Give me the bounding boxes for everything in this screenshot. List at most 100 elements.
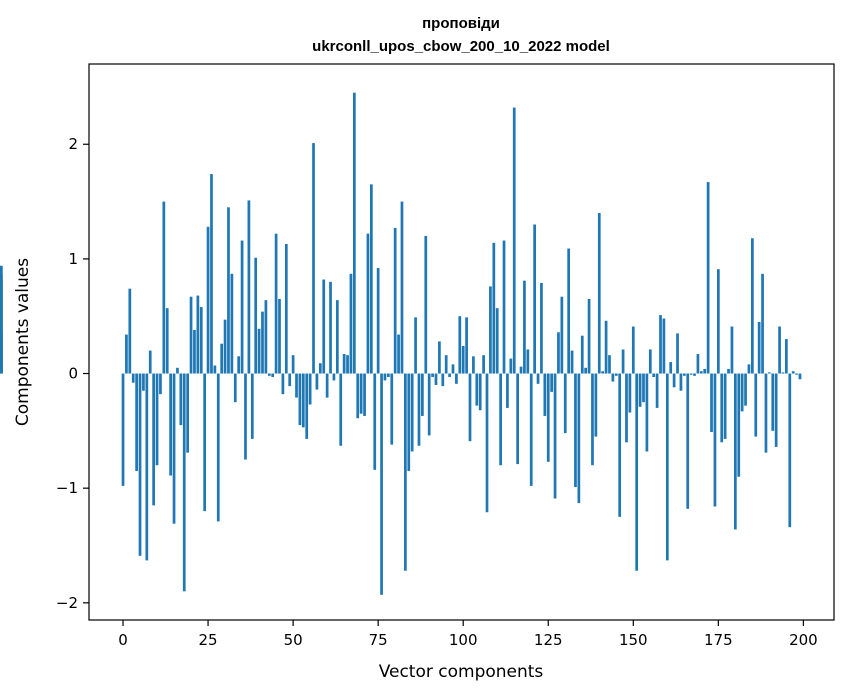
bar-component-28 bbox=[216, 373, 220, 522]
bar-component-185 bbox=[751, 238, 754, 374]
bar-component-149 bbox=[628, 373, 632, 413]
bar-component-150 bbox=[631, 326, 635, 374]
bar-component-189 bbox=[764, 373, 768, 453]
bar-component-41 bbox=[261, 311, 264, 374]
bar-component-118 bbox=[523, 280, 526, 374]
bar-component-91 bbox=[431, 373, 434, 377]
bar-component-64 bbox=[339, 373, 343, 446]
bar-component-188 bbox=[761, 273, 764, 374]
bar-component-199 bbox=[798, 373, 802, 380]
bar-component-63 bbox=[335, 300, 339, 374]
bar-component-55 bbox=[308, 373, 312, 405]
bar-component-122 bbox=[536, 373, 540, 384]
bar-component-194 bbox=[781, 372, 785, 374]
bar-component-43 bbox=[267, 373, 271, 376]
bar-component-7 bbox=[145, 373, 149, 561]
bar-component-154 bbox=[645, 373, 649, 452]
bar-component-98 bbox=[455, 373, 458, 384]
bar-component-177 bbox=[723, 373, 727, 439]
bar-component-116 bbox=[516, 373, 519, 465]
bar-component-22 bbox=[196, 295, 200, 374]
bar-component-141 bbox=[601, 371, 605, 374]
x-tick-label: 25 bbox=[199, 631, 218, 649]
bar-component-45 bbox=[274, 233, 278, 374]
bar-component-82 bbox=[400, 201, 404, 374]
bar-component-170 bbox=[699, 371, 703, 374]
bar-component-192 bbox=[774, 373, 778, 447]
bar-component-15 bbox=[172, 373, 176, 524]
bar-component-0 bbox=[121, 373, 125, 486]
y-tick-label: 0 bbox=[68, 365, 78, 383]
bar-component-100 bbox=[461, 346, 465, 374]
bar-component-46 bbox=[278, 299, 281, 374]
bar-component-108 bbox=[489, 286, 492, 374]
bar-component-112 bbox=[502, 240, 506, 374]
bar-component-121 bbox=[533, 224, 536, 374]
bar-component-23 bbox=[199, 307, 203, 374]
bar-component-54 bbox=[305, 373, 309, 439]
bar-component-2 bbox=[128, 288, 132, 374]
bar-component-102 bbox=[468, 373, 472, 442]
bar-component-62 bbox=[332, 373, 336, 381]
bar-component-140 bbox=[597, 213, 601, 374]
bar-component-143 bbox=[608, 355, 611, 374]
bar-component-95 bbox=[444, 355, 448, 374]
bar-component-20 bbox=[189, 296, 193, 374]
bar-component-178 bbox=[727, 368, 730, 374]
bar-component-31 bbox=[227, 207, 230, 374]
x-axis-ticks: 0 25 50 75 100 125 150 175 200 bbox=[118, 620, 818, 649]
bar-component-25 bbox=[206, 226, 210, 374]
bar-component-58 bbox=[318, 363, 322, 374]
bar-component-75 bbox=[376, 268, 380, 374]
y-axis-ticks: −2 −1 0 1 2 bbox=[56, 135, 89, 612]
bar-component-14 bbox=[169, 373, 172, 476]
bar-component-89 bbox=[424, 235, 428, 374]
bar-component-94 bbox=[441, 373, 445, 387]
bar-component-125 bbox=[546, 373, 550, 462]
bar-component-146 bbox=[618, 373, 622, 517]
bar-component-119 bbox=[526, 349, 530, 374]
bar-component-163 bbox=[676, 333, 679, 374]
bar-component-153 bbox=[642, 373, 645, 403]
bar-component-126 bbox=[550, 373, 554, 392]
bar-component-81 bbox=[397, 334, 400, 374]
bar-component-115 bbox=[512, 107, 516, 374]
bar-component-48 bbox=[284, 243, 288, 374]
bar-component-151 bbox=[635, 373, 639, 571]
bar-component-80 bbox=[393, 227, 397, 374]
bar-component-50 bbox=[291, 355, 295, 374]
x-tick-label: 75 bbox=[369, 631, 388, 649]
bar-component-111 bbox=[499, 373, 502, 466]
bar-component-51 bbox=[295, 373, 298, 398]
x-tick-label: 125 bbox=[534, 631, 563, 649]
bar-component-3 bbox=[131, 373, 135, 383]
bar-component-166 bbox=[686, 373, 690, 509]
bar-component-84 bbox=[407, 373, 411, 471]
bar-component-128 bbox=[557, 332, 560, 374]
bar-component-61 bbox=[329, 281, 332, 374]
bar-component-24 bbox=[203, 373, 207, 512]
bar-component-167 bbox=[689, 373, 693, 375]
bar-component-86 bbox=[414, 317, 417, 374]
bar-component-103 bbox=[472, 356, 475, 374]
bar-component-181 bbox=[737, 373, 741, 477]
y-tick-label: 1 bbox=[68, 250, 78, 268]
bar-component-120 bbox=[529, 373, 533, 486]
bar-component-30 bbox=[223, 319, 227, 374]
chart-title-line-1: проповіди bbox=[422, 15, 500, 32]
bar-component-136 bbox=[584, 367, 588, 374]
bar-component-162 bbox=[672, 373, 676, 388]
x-tick-label: 150 bbox=[619, 631, 648, 649]
bar-component-145 bbox=[614, 373, 618, 376]
bar-component-32 bbox=[230, 273, 234, 374]
bar-component-139 bbox=[594, 373, 598, 437]
bar-component-10 bbox=[155, 373, 159, 466]
bar-component-101 bbox=[465, 317, 468, 374]
bar-component-159 bbox=[662, 318, 666, 374]
bar-component-164 bbox=[679, 373, 683, 391]
bar-series bbox=[0, 92, 802, 595]
bar-component-56 bbox=[312, 143, 315, 374]
bar-component-117 bbox=[519, 366, 523, 374]
